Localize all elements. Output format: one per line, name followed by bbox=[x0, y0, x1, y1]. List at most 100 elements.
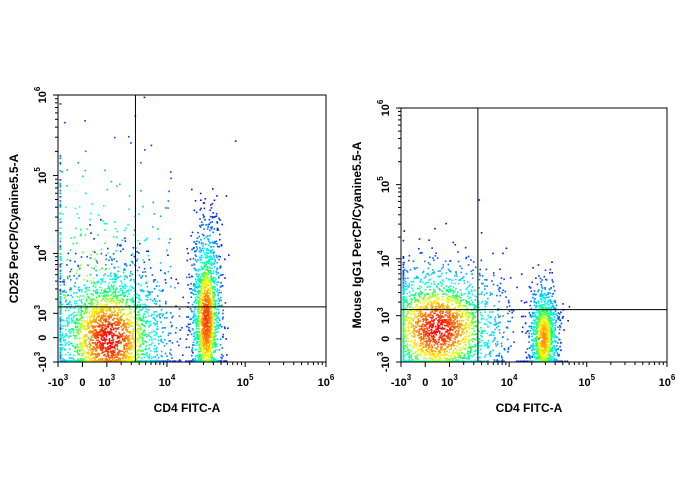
event-dot bbox=[204, 290, 206, 293]
event-dot bbox=[150, 315, 153, 317]
event-dot bbox=[68, 301, 71, 304]
event-dot bbox=[224, 258, 226, 261]
event-dot bbox=[168, 190, 170, 193]
event-dot bbox=[158, 360, 160, 362]
event-dot bbox=[200, 279, 202, 281]
event-dot bbox=[66, 275, 69, 278]
event-dot bbox=[210, 322, 212, 324]
event-dot bbox=[206, 341, 208, 343]
event-dot bbox=[67, 359, 70, 362]
event-dot bbox=[198, 304, 200, 307]
event-dot bbox=[84, 334, 87, 337]
event-dot bbox=[171, 324, 173, 327]
event-dot bbox=[79, 314, 82, 316]
event-dot bbox=[82, 326, 85, 329]
event-dot bbox=[200, 344, 202, 346]
event-dot bbox=[528, 286, 531, 288]
event-dot bbox=[100, 330, 103, 333]
event-dot bbox=[204, 277, 207, 280]
event-dot bbox=[204, 348, 206, 350]
event-dot bbox=[216, 227, 219, 230]
event-dot bbox=[203, 346, 205, 349]
event-dot bbox=[194, 284, 196, 287]
event-dot bbox=[117, 351, 119, 354]
event-dot bbox=[96, 292, 99, 295]
event-dot bbox=[109, 297, 111, 299]
event-dot bbox=[59, 323, 62, 326]
event-dot bbox=[205, 274, 208, 276]
event-dot bbox=[85, 286, 88, 289]
event-dot bbox=[82, 341, 85, 344]
event-dot bbox=[193, 209, 196, 212]
event-dot bbox=[73, 275, 75, 277]
event-dot bbox=[213, 350, 216, 352]
event-dot bbox=[125, 347, 128, 350]
event-dot bbox=[205, 320, 207, 322]
event-dot bbox=[68, 315, 70, 317]
event-dot bbox=[127, 313, 130, 315]
event-dot bbox=[112, 253, 115, 255]
event-dot bbox=[103, 338, 106, 340]
event-dot bbox=[212, 341, 214, 344]
event-dot bbox=[59, 320, 62, 322]
event-dot bbox=[101, 317, 103, 320]
event-dot bbox=[207, 329, 210, 332]
event-dot bbox=[139, 305, 141, 307]
event-dot bbox=[78, 205, 81, 208]
event-dot bbox=[59, 318, 62, 321]
event-dot bbox=[116, 273, 118, 276]
event-dot bbox=[139, 303, 141, 306]
event-dot bbox=[212, 344, 214, 346]
event-dot bbox=[103, 304, 106, 306]
event-dot bbox=[70, 342, 73, 345]
event-dot bbox=[66, 185, 68, 187]
event-dot bbox=[88, 331, 91, 334]
event-dot bbox=[122, 327, 125, 330]
event-dot bbox=[209, 229, 211, 232]
event-dot bbox=[210, 246, 212, 248]
event-dot bbox=[155, 346, 158, 349]
event-dot bbox=[169, 312, 172, 314]
event-dot bbox=[109, 273, 112, 275]
event-dot bbox=[141, 308, 144, 310]
event-dot bbox=[85, 310, 87, 312]
event-dot bbox=[170, 325, 173, 328]
event-dot bbox=[155, 285, 158, 287]
event-dot bbox=[561, 317, 564, 319]
event-dot bbox=[212, 300, 215, 302]
event-dot bbox=[138, 334, 140, 336]
event-dot bbox=[160, 308, 163, 311]
event-dot bbox=[208, 353, 211, 355]
event-dot bbox=[207, 224, 210, 226]
event-dot bbox=[112, 288, 115, 291]
event-dot bbox=[402, 264, 405, 266]
event-dot bbox=[68, 288, 71, 291]
event-dot bbox=[402, 256, 405, 258]
event-dot bbox=[89, 310, 91, 312]
event-dot bbox=[218, 289, 220, 292]
event-dot bbox=[559, 319, 561, 321]
event-dot bbox=[83, 296, 86, 298]
event-dot bbox=[95, 319, 97, 322]
event-dot bbox=[77, 321, 79, 324]
event-dot bbox=[215, 359, 217, 362]
event-dot bbox=[202, 317, 205, 320]
event-dot bbox=[199, 333, 201, 336]
event-dot bbox=[151, 339, 153, 341]
event-dot bbox=[203, 351, 206, 353]
event-dot bbox=[59, 256, 62, 259]
event-dot bbox=[59, 275, 62, 278]
event-dot bbox=[215, 311, 218, 314]
event-dot bbox=[108, 309, 110, 312]
event-dot bbox=[216, 288, 218, 290]
event-dot bbox=[208, 284, 211, 286]
event-dot bbox=[213, 251, 215, 254]
event-dot bbox=[94, 291, 97, 294]
event-dot bbox=[156, 354, 159, 356]
event-dot bbox=[120, 320, 122, 322]
event-dot bbox=[213, 326, 216, 329]
event-dot bbox=[88, 327, 90, 329]
event-dot bbox=[202, 267, 205, 269]
